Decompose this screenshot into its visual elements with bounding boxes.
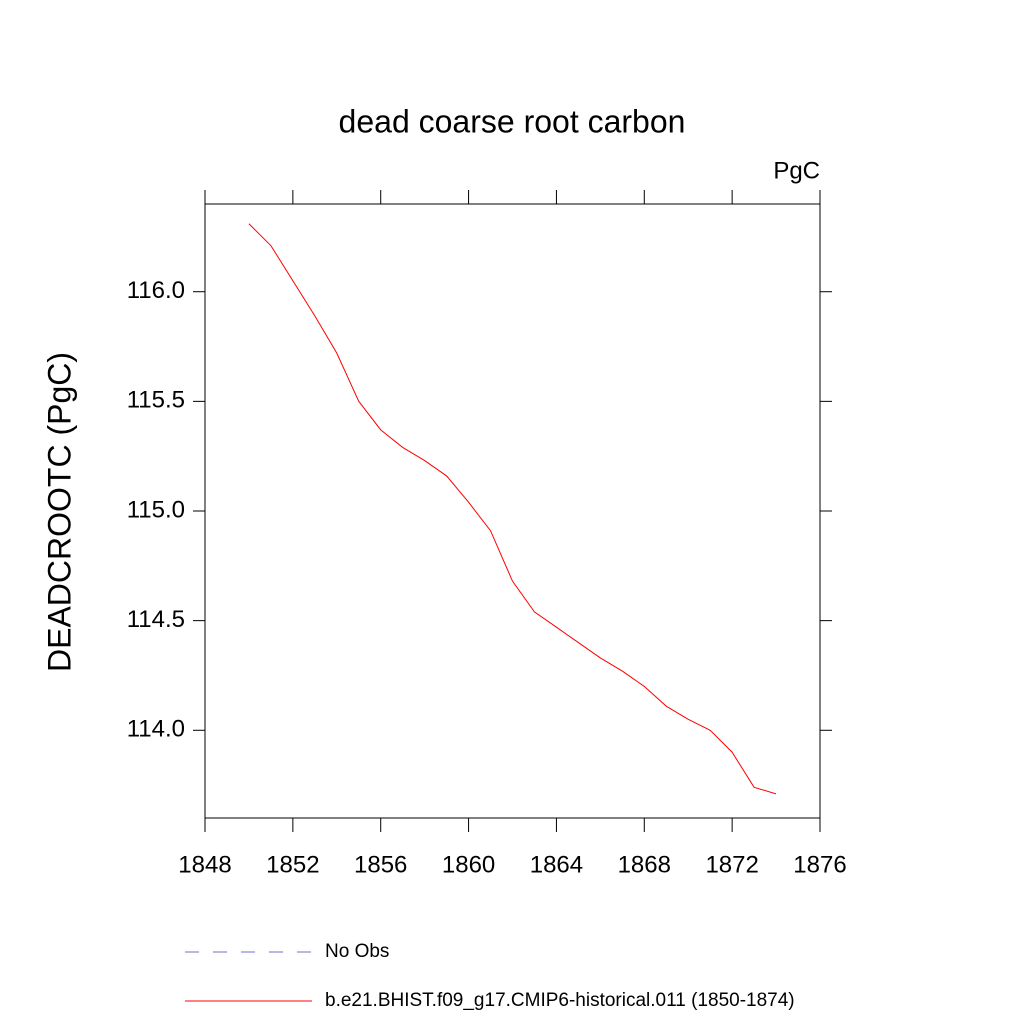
x-tick-label: 1848: [178, 851, 231, 878]
chart-title: dead coarse root carbon: [339, 103, 686, 139]
x-tick-label: 1876: [793, 851, 846, 878]
legend-label: No Obs: [325, 941, 389, 962]
x-tick-label: 1868: [618, 851, 671, 878]
y-tick-label: 115.0: [127, 496, 185, 523]
y-tick-label: 116.0: [127, 277, 185, 304]
x-tick-label: 1872: [705, 851, 758, 878]
x-tick-label: 1864: [530, 851, 583, 878]
series-line: [248, 223, 777, 795]
units-label: PgC: [773, 157, 820, 184]
x-tick-label: 1860: [442, 851, 495, 878]
legend-label: b.e21.BHIST.f09_g17.CMIP6-historical.011…: [325, 990, 795, 1011]
y-axis-label: DEADCROOTC (PgC): [41, 352, 77, 672]
plot-frame: [204, 203, 821, 819]
y-tick-label: 115.5: [127, 387, 185, 414]
x-tick-label: 1852: [266, 851, 319, 878]
x-tick-label: 1856: [354, 851, 407, 878]
y-tick-label: 114.0: [127, 716, 185, 743]
y-tick-label: 114.5: [127, 606, 185, 633]
